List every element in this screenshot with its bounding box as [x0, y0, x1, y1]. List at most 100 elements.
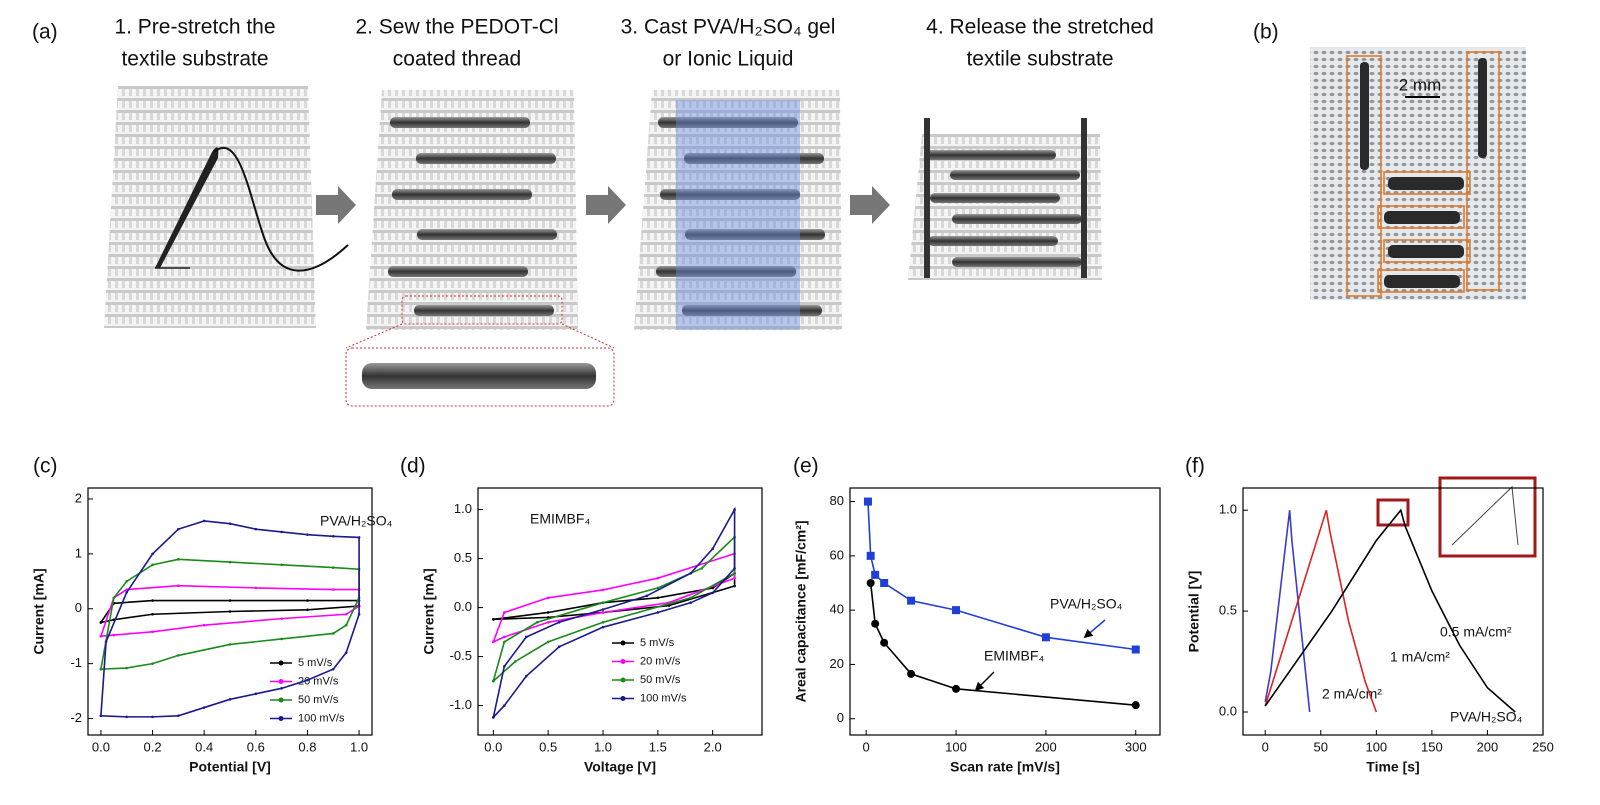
electrodes: [1360, 58, 1487, 288]
marker: [907, 669, 916, 678]
series-line: [492, 552, 736, 643]
marker: [871, 570, 880, 579]
marker: [306, 678, 309, 682]
marker: [99, 621, 103, 624]
marker: [254, 692, 258, 696]
annotation: EMIMBF₄: [530, 511, 590, 527]
marker: [907, 596, 916, 605]
marker: [656, 576, 660, 580]
marker: [228, 560, 232, 564]
marker: [177, 584, 180, 588]
marker: [331, 588, 335, 591]
marker: [151, 715, 154, 719]
threads: [388, 117, 557, 316]
x-axis-title: Potential [V]: [189, 759, 271, 775]
series-line: [100, 558, 360, 670]
marker: [733, 567, 736, 570]
marker: [952, 684, 961, 693]
x-tick-label: 200: [1477, 739, 1499, 754]
y-tick-label: 0.5: [454, 550, 472, 565]
legend-swatch: [278, 660, 284, 666]
marker: [254, 586, 258, 590]
x-tick-label: 0.0: [92, 739, 110, 754]
marker: [601, 601, 605, 604]
series-label: 0.5 mA/cm²: [1440, 624, 1512, 640]
legend-label: 50 mV/s: [298, 694, 339, 706]
marker: [546, 596, 550, 600]
arrow: [316, 186, 356, 224]
marker: [99, 667, 103, 671]
marker: [952, 606, 961, 615]
textile: [104, 86, 316, 328]
marker: [656, 586, 660, 590]
y-tick-label: 1.0: [1219, 502, 1237, 517]
marker: [99, 714, 103, 718]
marker: [177, 654, 180, 657]
marker: [151, 612, 154, 616]
needle: [155, 147, 219, 268]
legend-swatch: [620, 696, 626, 701]
marker: [689, 601, 693, 604]
marker: [125, 580, 129, 583]
step-title: textile substrate: [121, 48, 268, 71]
marker: [112, 596, 116, 600]
marker: [177, 558, 180, 561]
scale-bar-label: 2 mm: [1399, 75, 1442, 94]
marker: [331, 667, 335, 671]
legend-swatch: [278, 697, 284, 703]
marker: [866, 579, 875, 587]
legend-label: 100 mV/s: [298, 712, 345, 724]
legend-label: 50 mV/s: [640, 674, 681, 686]
marker: [492, 716, 495, 719]
marker: [656, 596, 660, 600]
x-tick-label: 0.8: [298, 739, 316, 754]
arrow: [850, 186, 890, 224]
marker: [331, 566, 335, 569]
thread-zoom: [362, 363, 596, 389]
marker: [601, 620, 605, 624]
marker: [280, 617, 283, 620]
marker: [357, 612, 361, 616]
marker: [601, 608, 605, 611]
y-axis-title: Potential [V]: [1186, 571, 1202, 653]
thread: [213, 146, 349, 272]
threads: [924, 118, 1087, 278]
marker: [125, 590, 129, 594]
x-axis-title: Time [s]: [1366, 759, 1419, 775]
marker: [177, 714, 180, 718]
step-title: 3. Cast PVA/H₂SO₄ gel: [621, 16, 836, 39]
marker: [535, 620, 539, 624]
marker: [524, 635, 528, 639]
marker: [151, 552, 154, 556]
zoom-box: [401, 295, 563, 325]
marker: [1041, 633, 1050, 642]
x-tick-label: 0.2: [144, 739, 162, 754]
marker: [733, 571, 736, 575]
series-line: [492, 506, 736, 718]
y-tick-label: -1.0: [450, 697, 472, 712]
series-line: [493, 571, 736, 621]
marker: [546, 620, 550, 624]
marker: [280, 530, 283, 534]
annotation: PVA/H₂SO₄: [320, 513, 393, 529]
step-title: 1. Pre-stretch the: [114, 16, 275, 39]
y-axis-title: Current [mA]: [31, 568, 47, 654]
marker: [733, 584, 736, 588]
marker: [228, 698, 232, 701]
x-tick-label: 200: [1035, 739, 1057, 754]
y-tick-label: -0.5: [450, 648, 472, 663]
marker: [863, 497, 872, 506]
x-axis-title: Scan rate [mV/s]: [950, 759, 1060, 775]
marker: [601, 625, 605, 629]
x-tick-label: 150: [1421, 739, 1443, 754]
marker: [331, 632, 335, 635]
y-tick-label: 1: [75, 545, 82, 560]
marker: [492, 618, 495, 621]
marker: [280, 563, 283, 567]
y-tick-label: -1: [70, 655, 82, 670]
pointer: [974, 671, 995, 692]
legend-label: 20 mV/s: [298, 675, 339, 687]
marker: [601, 611, 605, 614]
legend-swatch: [278, 716, 284, 721]
